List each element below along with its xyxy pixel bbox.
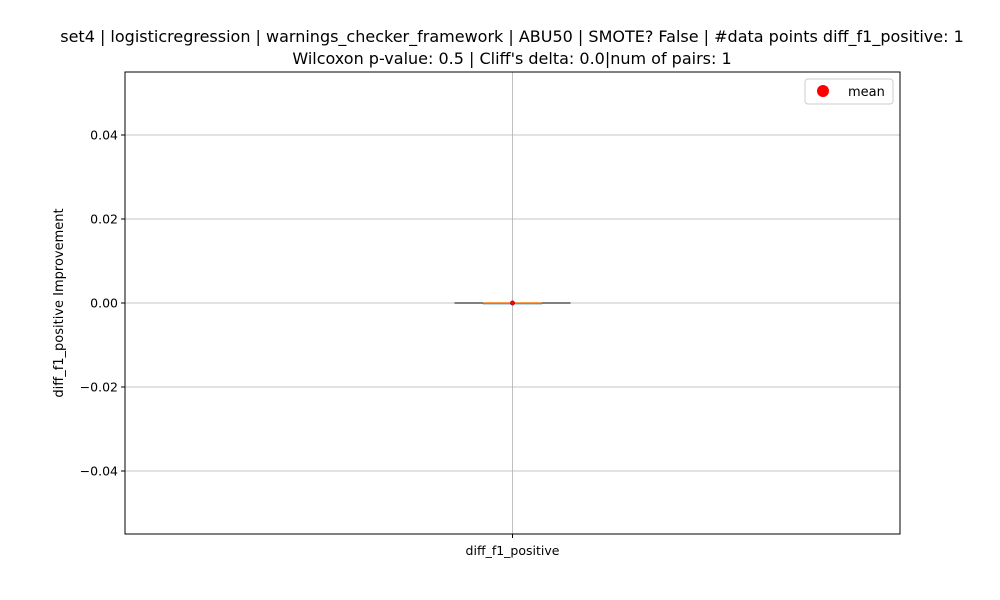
- chart-title: set4 | logisticregression | warnings_che…: [60, 27, 964, 46]
- x-tick-label: diff_f1_positive: [466, 543, 560, 558]
- legend-box: [804, 78, 894, 105]
- y-axis: −0.04 −0.02 0.00 0.02 0.04: [80, 128, 125, 479]
- legend-mean-marker: [817, 85, 829, 97]
- x-axis: diff_f1_positive: [466, 534, 560, 558]
- y-tick-label: −0.04: [80, 464, 118, 479]
- legend: mean: [804, 78, 894, 105]
- y-tick-label: −0.02: [80, 380, 118, 395]
- chart-subtitle: Wilcoxon p-value: 0.5 | Cliff's delta: 0…: [292, 49, 732, 68]
- legend-label: mean: [848, 85, 885, 100]
- box-group: [454, 300, 571, 306]
- mean-marker: [510, 300, 515, 306]
- y-tick-label: 0.02: [90, 212, 118, 227]
- y-tick-label: 0.00: [90, 296, 118, 311]
- y-axis-label: diff_f1_positive Improvement: [52, 208, 67, 397]
- y-tick-label: 0.04: [90, 128, 118, 143]
